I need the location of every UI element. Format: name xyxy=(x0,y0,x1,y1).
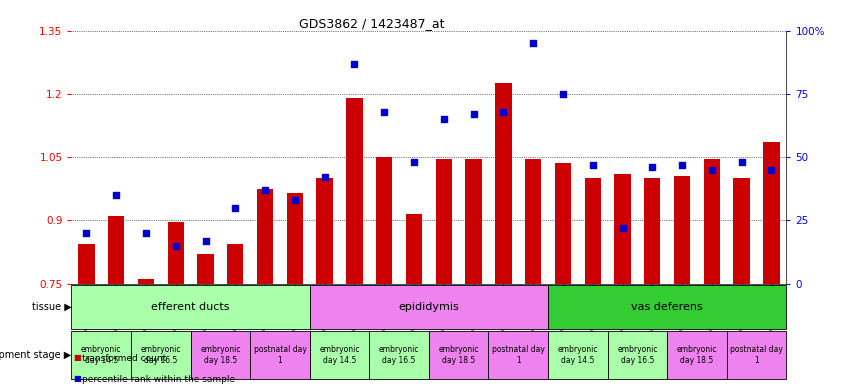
Point xyxy=(556,91,569,97)
Point xyxy=(467,111,480,117)
Point xyxy=(586,162,600,168)
Text: development stage ▶: development stage ▶ xyxy=(0,350,71,360)
Text: embryonic
day 16.5: embryonic day 16.5 xyxy=(617,345,658,364)
Bar xyxy=(584,178,601,284)
Point xyxy=(229,205,242,211)
Bar xyxy=(733,178,750,284)
Text: postnatal day
1: postnatal day 1 xyxy=(253,345,306,364)
Point xyxy=(616,225,629,231)
Point xyxy=(140,230,153,236)
Bar xyxy=(227,243,244,284)
Text: epididymis: epididymis xyxy=(399,301,459,311)
Bar xyxy=(436,159,452,284)
Point xyxy=(646,164,659,170)
Text: ■: ■ xyxy=(73,353,81,362)
Bar xyxy=(251,331,309,379)
Point xyxy=(198,238,212,244)
Bar xyxy=(727,331,786,379)
Bar xyxy=(71,285,309,329)
Bar xyxy=(525,159,542,284)
Point xyxy=(497,109,510,115)
Text: transformed count: transformed count xyxy=(82,354,166,363)
Point xyxy=(735,159,748,165)
Text: embryonic
day 18.5: embryonic day 18.5 xyxy=(438,345,479,364)
Bar xyxy=(369,331,429,379)
Bar xyxy=(429,331,489,379)
Bar xyxy=(316,178,333,284)
Bar xyxy=(167,222,184,284)
Text: vas deferens: vas deferens xyxy=(632,301,703,311)
Text: embryonic
day 16.5: embryonic day 16.5 xyxy=(379,345,420,364)
Bar xyxy=(465,159,482,284)
Point xyxy=(80,230,93,236)
Point xyxy=(169,243,182,249)
Point xyxy=(378,109,391,115)
Point xyxy=(437,116,451,122)
Bar xyxy=(71,331,131,379)
Bar xyxy=(489,331,548,379)
Text: embryonic
day 14.5: embryonic day 14.5 xyxy=(558,345,598,364)
Bar xyxy=(548,285,786,329)
Bar xyxy=(257,189,273,284)
Bar xyxy=(674,176,690,284)
Bar xyxy=(131,331,191,379)
Text: ■: ■ xyxy=(73,374,81,383)
Text: embryonic
day 16.5: embryonic day 16.5 xyxy=(140,345,181,364)
Text: postnatal day
1: postnatal day 1 xyxy=(730,345,783,364)
Point xyxy=(764,167,778,173)
Bar xyxy=(346,98,362,284)
Bar xyxy=(198,254,214,284)
Bar xyxy=(309,285,548,329)
Title: GDS3862 / 1423487_at: GDS3862 / 1423487_at xyxy=(299,17,445,30)
Bar xyxy=(548,331,607,379)
Point xyxy=(705,167,718,173)
Bar xyxy=(78,243,94,284)
Bar xyxy=(138,280,154,284)
Bar xyxy=(704,159,720,284)
Text: embryonic
day 14.5: embryonic day 14.5 xyxy=(320,345,360,364)
Point xyxy=(288,197,302,203)
Text: efferent ducts: efferent ducts xyxy=(151,301,230,311)
Bar xyxy=(191,331,251,379)
Text: percentile rank within the sample: percentile rank within the sample xyxy=(82,375,235,384)
Point xyxy=(258,187,272,193)
Point xyxy=(347,61,361,67)
Bar xyxy=(406,214,422,284)
Bar xyxy=(376,157,393,284)
Point xyxy=(526,40,540,46)
Bar xyxy=(607,331,667,379)
Text: embryonic
day 14.5: embryonic day 14.5 xyxy=(81,345,121,364)
Text: tissue ▶: tissue ▶ xyxy=(32,301,71,311)
Bar xyxy=(108,216,124,284)
Point xyxy=(318,174,331,180)
Bar xyxy=(495,83,511,284)
Bar xyxy=(614,174,631,284)
Text: postnatal day
1: postnatal day 1 xyxy=(492,345,545,364)
Point xyxy=(407,159,420,165)
Text: embryonic
day 18.5: embryonic day 18.5 xyxy=(677,345,717,364)
Point xyxy=(675,162,689,168)
Bar xyxy=(309,331,369,379)
Bar xyxy=(764,142,780,284)
Bar xyxy=(644,178,660,284)
Bar xyxy=(667,331,727,379)
Point xyxy=(109,192,123,198)
Text: embryonic
day 18.5: embryonic day 18.5 xyxy=(200,345,241,364)
Bar xyxy=(555,164,571,284)
Bar xyxy=(287,193,303,284)
